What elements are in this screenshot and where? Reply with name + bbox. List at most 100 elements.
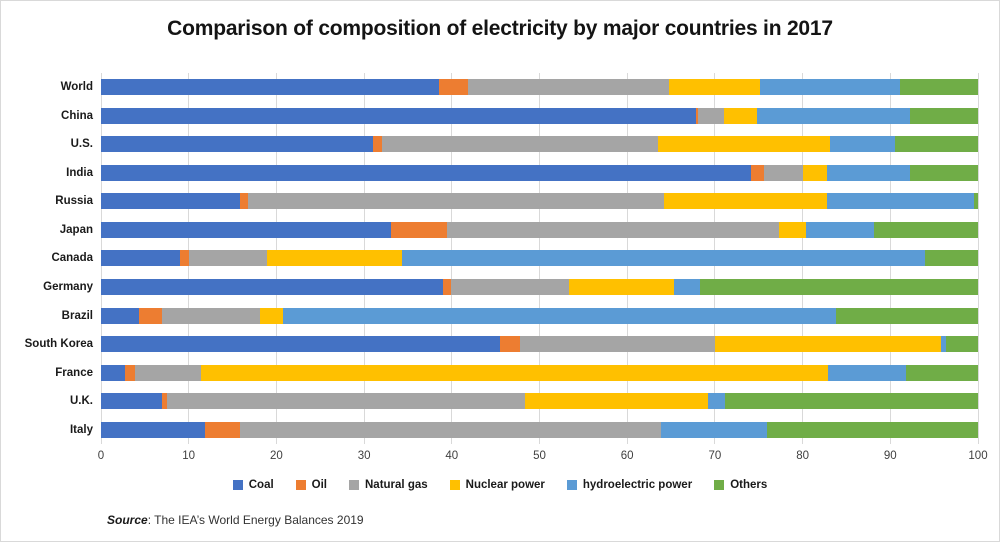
legend-label: Others [730, 479, 768, 491]
bar-segment-coal [101, 393, 162, 410]
bar-segment-nuclear-power [569, 278, 674, 295]
bar-segment-hydroelectric-power [661, 421, 768, 438]
bar-segment-oil [205, 421, 240, 438]
bar-segment-natural-gas [698, 107, 724, 124]
category-label-south-korea: South Korea [24, 338, 93, 351]
bar-segment-hydroelectric-power [756, 107, 911, 124]
bar-segment-oil [240, 193, 249, 210]
bar-segment-nuclear-power [259, 307, 284, 324]
category-label-germany: Germany [43, 280, 93, 293]
x-tick-label-60: 60 [620, 450, 634, 462]
legend: Coal Oil Natural gas Nuclear power hydroelec… [1, 479, 999, 491]
category-label-italy: Italy [69, 423, 93, 436]
bar-row-germany [101, 273, 978, 302]
bar-segment-natural-gas [450, 278, 570, 295]
legend-swatch-icon [295, 480, 306, 490]
bar-segment-natural-gas [239, 421, 662, 438]
plot-area [100, 73, 979, 444]
bar-segment-others [925, 250, 978, 267]
x-tick-label-80: 80 [796, 450, 809, 462]
bar-segment-oil [161, 393, 167, 410]
bar-segment-others [910, 107, 978, 124]
bar-segment-nuclear-power [657, 136, 830, 153]
legend-label: hydroelectric power [582, 479, 693, 491]
bar-segment-coal [101, 307, 139, 324]
bar-segment-hydroelectric-power [283, 307, 836, 324]
x-tick-label-90: 90 [883, 450, 897, 462]
bar-row-italy [101, 415, 978, 444]
bar-segment-nuclear-power [669, 79, 760, 96]
stacked-bar-u-k- [101, 393, 978, 410]
bar-row-russia [101, 187, 978, 216]
bar-row-france [101, 358, 978, 387]
bar-segment-hydroelectric-power [827, 193, 975, 210]
bar-segment-hydroelectric-power [707, 393, 725, 410]
legend-swatch-icon [232, 480, 243, 490]
bar-segment-others [699, 278, 978, 295]
x-tick-label-0: 0 [97, 450, 105, 462]
legend-swatch-icon [349, 480, 359, 490]
bar-segment-nuclear-power [802, 164, 828, 181]
bar-segment-nuclear-power [778, 221, 807, 238]
bar-segment-natural-gas [166, 393, 525, 410]
stacked-bar-japan [101, 221, 978, 238]
bar-segment-natural-gas [188, 250, 267, 267]
bar-segment-nuclear-power [200, 364, 828, 381]
legend-label: Natural gas [365, 479, 428, 491]
bar-segment-nuclear-power [723, 107, 757, 124]
bar-segment-nuclear-power [664, 193, 828, 210]
bar-segment-oil [500, 336, 521, 353]
bar-segment-others [909, 164, 978, 181]
bar-segment-coal [101, 136, 373, 153]
x-tick-label-20: 20 [269, 450, 283, 462]
bar-segment-others [906, 364, 978, 381]
bar-segment-others [874, 221, 978, 238]
bar-segment-others [767, 421, 978, 438]
stacked-bar-canada [101, 250, 978, 267]
source-note: Source: The IEA’s World Energy Balances … [107, 513, 364, 527]
category-label-canada: Canada [51, 252, 93, 265]
legend-swatch-icon [566, 480, 577, 490]
bar-row-japan [101, 216, 978, 245]
x-tick-label-100: 100 [968, 450, 988, 462]
category-label-u-s-: U.S. [70, 138, 93, 151]
stacked-bar-u-s- [101, 136, 978, 153]
bar-segment-oil [696, 107, 699, 124]
stacked-bar-italy [101, 421, 978, 438]
bar-segment-oil [443, 278, 451, 295]
bar-segment-oil [750, 164, 764, 181]
category-label-brazil: Brazil [61, 309, 93, 322]
bar-segment-oil [179, 250, 189, 267]
bar-row-u-k- [101, 387, 978, 416]
category-label-india: India [66, 166, 93, 179]
stacked-bar-brazil [101, 307, 978, 324]
bar-segment-natural-gas [520, 336, 715, 353]
stacked-bar-india [101, 164, 978, 181]
bar-segment-natural-gas [447, 221, 779, 238]
x-tick-label-10: 10 [182, 450, 196, 462]
bar-segment-coal [101, 164, 751, 181]
x-tick-label-30: 30 [357, 450, 371, 462]
category-label-world: World [60, 81, 93, 94]
stacked-bar-russia [101, 193, 978, 210]
bar-row-brazil [101, 301, 978, 330]
bar-segment-oil [391, 221, 448, 238]
legend-label: Coal [248, 479, 274, 491]
bar-segment-others [724, 393, 978, 410]
legend-item-others: Others [714, 479, 767, 491]
bar-segment-coal [101, 336, 501, 353]
bar-segment-hydroelectric-power [829, 136, 895, 153]
category-axis: World China U.S. India Russia Japan Canada Germ… [1, 73, 93, 444]
x-tick-label-40: 40 [445, 450, 459, 462]
category-label-japan: Japan [59, 223, 93, 236]
x-tick-label-70: 70 [708, 450, 722, 462]
bar-segment-natural-gas [763, 164, 803, 181]
bar-segment-coal [101, 421, 206, 438]
legend-item-nuclear-power: Nuclear power [449, 479, 545, 491]
category-label-russia: Russia [55, 195, 93, 208]
bar-segment-nuclear-power [714, 336, 942, 353]
bar-segment-hydroelectric-power [673, 278, 700, 295]
bar-segment-others [974, 193, 978, 210]
legend-swatch-icon [449, 480, 460, 490]
bar-segment-coal [101, 79, 439, 96]
